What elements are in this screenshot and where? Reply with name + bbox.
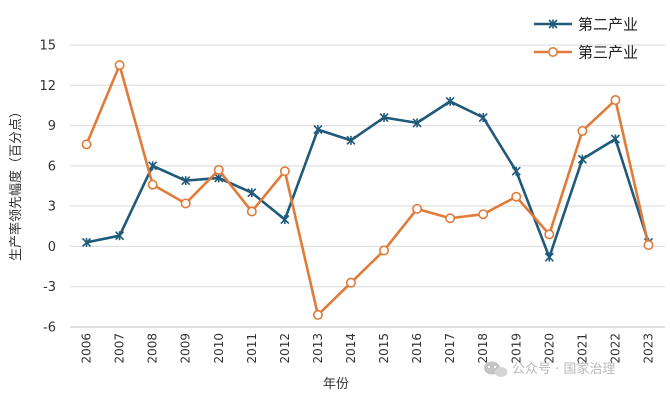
data-point	[246, 206, 257, 217]
x-tick-label: 2006	[80, 333, 94, 364]
x-tick-label: 2015	[377, 333, 391, 364]
x-axis-title: 年份	[323, 377, 349, 392]
x-tick-label: 2017	[443, 333, 457, 364]
y-tick-label: 0	[48, 240, 56, 255]
y-axis-ticks: -6 -3 0 3 6 9 12 15	[39, 39, 56, 336]
y-tick-label: -6	[43, 321, 56, 336]
data-point	[379, 112, 389, 123]
x-tick-label: 2011	[245, 333, 259, 364]
watermark-text: 公众号 · 国家治理	[512, 361, 615, 377]
data-point	[213, 164, 224, 175]
data-point	[610, 134, 620, 144]
series-line	[86, 100, 650, 259]
legend-label: 第三产业	[578, 44, 638, 62]
data-point	[610, 95, 621, 106]
x-tick-label: 2007	[113, 333, 127, 364]
data-point	[81, 139, 92, 150]
y-tick-label: 12	[39, 79, 56, 94]
x-tick-label: 2020	[542, 333, 556, 364]
y-tick-label: -3	[43, 280, 56, 295]
data-point	[547, 46, 558, 57]
data-point	[247, 188, 257, 198]
x-tick-label: 2013	[311, 333, 325, 364]
data-point	[147, 179, 158, 190]
x-tick-label: 2010	[212, 333, 226, 364]
y-tick-label: 6	[48, 159, 56, 174]
x-tick-label: 2022	[608, 333, 622, 364]
data-point	[81, 237, 92, 247]
x-tick-label: 2009	[179, 333, 193, 364]
x-tick-label: 2018	[476, 333, 490, 364]
data-point	[478, 209, 489, 220]
data-point	[148, 161, 158, 171]
data-point	[445, 213, 456, 224]
data-point	[412, 118, 422, 128]
x-tick-label: 2012	[278, 333, 292, 364]
data-point	[412, 203, 423, 214]
data-point	[544, 252, 554, 262]
data-point	[115, 231, 125, 241]
data-point	[279, 166, 290, 177]
legend-item: 第三产业	[534, 44, 638, 62]
x-tick-label: 2014	[344, 333, 358, 364]
y-axis-title: 生产率领先幅度（百分点）	[8, 105, 24, 261]
x-tick-label: 2023	[641, 333, 655, 364]
data-point	[379, 245, 390, 256]
grid-lines	[70, 44, 665, 328]
data-point	[511, 166, 521, 176]
data-point	[478, 112, 488, 123]
watermark: 公众号 · 国家治理	[484, 361, 615, 377]
data-point	[544, 229, 555, 240]
y-tick-label: 9	[48, 119, 56, 134]
data-point	[312, 309, 323, 320]
data-point	[313, 125, 323, 135]
y-tick-label: 15	[39, 39, 56, 54]
data-point	[548, 19, 558, 29]
data-point	[181, 176, 191, 186]
data-point	[577, 154, 587, 164]
series-tertiary	[81, 60, 654, 320]
data-point	[345, 277, 356, 288]
legend-label: 第二产业	[578, 16, 638, 34]
y-tick-label: 3	[48, 200, 56, 215]
data-point	[180, 198, 191, 209]
data-point	[643, 240, 654, 251]
data-point	[346, 135, 356, 145]
wechat-icon	[484, 361, 508, 377]
series-group	[81, 60, 654, 320]
data-point	[280, 215, 290, 225]
data-point	[577, 125, 588, 136]
x-tick-label: 2021	[575, 333, 589, 364]
data-point	[445, 96, 455, 106]
series-line	[85, 63, 650, 317]
legend-item: 第二产业	[534, 16, 638, 34]
x-tick-label: 2008	[146, 333, 160, 364]
x-axis-ticks: 2006 2007 2008 2009 2010 2011 2012 2013 2014 2015…	[80, 333, 656, 364]
data-point	[114, 60, 125, 71]
x-tick-label: 2019	[509, 333, 523, 364]
data-point	[511, 191, 522, 202]
series-secondary	[81, 96, 654, 262]
x-tick-label: 2016	[410, 333, 424, 364]
